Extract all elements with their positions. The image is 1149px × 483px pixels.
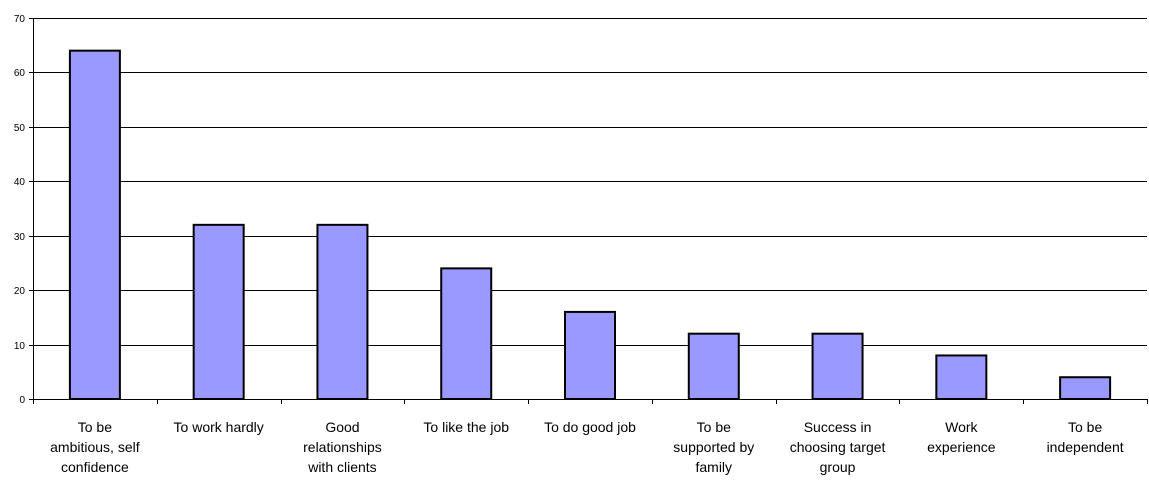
bar (440, 267, 493, 400)
x-category-label: Success in choosing target group (790, 419, 886, 475)
y-tick-label: 30 (14, 232, 26, 243)
x-category-label-line: Good (325, 419, 359, 435)
bar (316, 223, 369, 400)
x-category-label-line: confidence (61, 459, 129, 475)
bar (935, 354, 988, 401)
y-tick-label: 70 (14, 14, 26, 25)
x-category-label-line: relationships (303, 439, 382, 455)
x-category-label: To be supported by family (673, 419, 754, 475)
x-category-label-line: Success in (804, 419, 872, 435)
bar (68, 49, 121, 401)
x-category-label-line: To be (1068, 419, 1102, 435)
x-category-label-line: choosing target (790, 439, 886, 455)
y-tick-label: 20 (14, 286, 26, 297)
x-category-label: To like the job (423, 419, 509, 435)
bar (564, 310, 616, 400)
x-category-label-line: independent (1047, 439, 1124, 455)
y-tick-label: 0 (19, 395, 25, 406)
x-category-label-line: supported by (673, 439, 754, 455)
y-tick-label: 50 (14, 123, 26, 134)
bar (811, 332, 864, 400)
x-category-label-line: Work (945, 419, 978, 435)
x-category-label-line: To do good job (544, 419, 636, 435)
x-category-label-line: family (695, 459, 732, 475)
axes (29, 18, 1148, 404)
y-tick-label: 60 (14, 68, 26, 79)
x-category-label: To work hardly (174, 419, 264, 435)
x-category-label-line: ambitious, self (50, 439, 140, 455)
y-axis-tick-labels: 0 10 20 30 40 50 60 70 (14, 14, 26, 406)
x-category-label-line: group (820, 459, 856, 475)
x-category-label-line: with clients (307, 459, 376, 475)
bar (687, 332, 740, 400)
x-category-label: To be ambitious, self confidence (50, 419, 140, 475)
x-category-label: Good relationships with clients (303, 419, 382, 475)
x-category-label-line: To be (697, 419, 731, 435)
x-category-label-line: To like the job (423, 419, 509, 435)
y-tick-label: 40 (14, 177, 26, 188)
x-axis-category-labels: To be ambitious, self confidence To work ha… (50, 419, 1124, 475)
x-category-label-line: To work hardly (174, 419, 264, 435)
x-category-label: Work experience (927, 419, 996, 455)
x-category-label-line: experience (927, 439, 996, 455)
x-category-label: To be independent (1047, 419, 1124, 455)
x-category-label: To do good job (544, 419, 636, 435)
x-category-label-line: To be (78, 419, 112, 435)
bars (68, 49, 1112, 401)
bar (192, 223, 245, 400)
y-tick-label: 10 (14, 341, 26, 352)
bar (1059, 376, 1112, 401)
